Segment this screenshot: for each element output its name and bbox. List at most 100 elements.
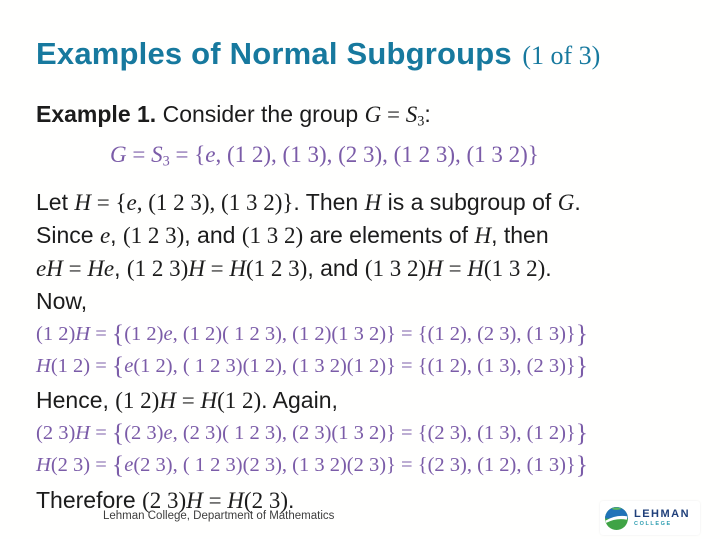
text-segment: e [124,355,134,378]
text-segment: 3 [162,153,170,170]
text-segment: } [575,418,589,448]
text-segment: , and [307,255,365,282]
text-segment: (1 3 2) [241,223,304,249]
text-segment: 3 [417,113,425,130]
text-segment: = { [91,190,127,216]
text-segment: . Again, [261,387,338,414]
text-segment: Therefore [36,487,143,514]
text-segment: } [575,319,589,349]
text-segment: = [62,256,88,282]
text-segment: e [163,422,173,445]
page-title-suffix: (1 of 3) [522,41,601,70]
slide-title-row: Examples of Normal Subgroups (1 of 3) [36,36,700,72]
text-segment: Now, [36,288,88,315]
logo-name-text: LEHMAN [634,507,691,520]
text-segment: , then [491,222,549,249]
text-segment: (1 2) [217,388,262,414]
text-segment: , and [184,222,242,249]
text-line: Therefore (2 3)H = H(2 3). [36,484,710,517]
text-segment: , (1 2 3), (1 3 2)} [136,190,294,216]
text-segment: H [74,190,91,216]
text-segment: { [111,450,125,480]
text-segment: H [467,256,484,282]
text-segment: S [405,102,418,127]
text-segment: (1 2) [115,388,160,414]
text-segment: , (1 2)( 1 2 3), (1 2)(1 3 2)} = {(1 2),… [172,323,576,346]
text-segment: e [126,190,137,216]
text-segment: H [364,190,382,216]
text-segment: (2 3), ( 1 2 3)(2 3), (1 3 2)(2 3)} = {(… [133,454,576,477]
text-segment: (2 3) [142,488,187,514]
text-line: H(2 3) = {e(2 3), ( 1 2 3)(2 3), (1 3 2)… [36,449,710,481]
text-segment: H [229,256,246,282]
text-segment: H [75,323,91,346]
text-line: Now, [36,285,710,317]
footer-text: Lehman College, Department of Mathematic… [103,510,335,522]
text-segment: (1 2 3) [245,256,308,282]
text-segment: . Then [293,189,365,216]
text-segment: (2 3) [243,488,288,514]
globe-icon [604,506,629,531]
text-segment: = [126,141,152,167]
text-segment: = [175,388,201,414]
text-segment: { [111,418,125,448]
text-segment: He [87,256,115,282]
text-segment: (2 3) [36,422,76,445]
text-segment: (2 3) [124,422,164,445]
text-line: Since e, (1 2 3), and (1 3 2) are elemen… [36,219,710,252]
text-segment: = [202,488,228,514]
text-segment: H [426,256,443,282]
page-title: Examples of Normal Subgroups [36,36,512,71]
text-segment: H [186,488,203,514]
text-segment: { [111,319,125,349]
text-segment: (1 3 2) [483,256,546,282]
text-segment: G [110,141,127,167]
text-segment: . [288,487,295,514]
text-segment: . [574,189,581,216]
text-line: eH = He, (1 2 3)H = H(1 2 3), and (1 3 2… [36,252,710,285]
text-segment: . [545,255,552,282]
text-segment: Example 1. [36,101,157,127]
text-segment: = [90,422,112,445]
text-segment: , [114,255,127,282]
text-segment: (1 2) = [50,355,112,378]
text-segment: eH [36,256,63,282]
text-segment: (1 2), ( 1 2 3)(1 2), (1 3 2)(1 2)} = {(… [133,355,576,378]
text-segment: e [205,141,216,167]
text-segment: : [424,101,431,127]
text-segment: { [111,351,125,381]
text-line: Hence, (1 2)H = H(1 2). Again, [36,384,710,417]
text-segment: (1 2) [124,323,164,346]
text-segment: (2 3) = [50,454,112,477]
text-segment: H [200,388,218,414]
text-segment: H [75,422,91,445]
text-segment: (1 2) [36,323,76,346]
text-segment: Since [36,222,100,249]
text-segment: Consider the group [156,101,365,127]
text-line: G = S3 = {e, (1 2), (1 3), (2 3), (1 2 3… [36,138,710,178]
text-segment: is a subgroup of [381,189,558,216]
text-segment: } [575,351,589,381]
text-line: Example 1. Consider the group G = S3: [36,98,710,138]
text-segment: H [36,355,51,378]
text-segment: G [557,190,575,216]
text-segment: e [163,323,173,346]
text-segment: e [124,454,134,477]
text-segment: are elements of [303,222,475,249]
text-segment: H [36,454,51,477]
logo-wordmark: LEHMAN COLLEGE [634,507,691,528]
text-line: (2 3)H = {(2 3)e, (2 3)( 1 2 3), (2 3)(1… [36,417,710,449]
text-segment: Let [36,189,75,216]
text-segment: = [381,102,406,127]
lehman-logo: LEHMAN COLLEGE [600,501,700,535]
text-segment: S [151,141,163,167]
text-segment: (1 2 3) [126,256,189,282]
text-line: H(1 2) = {e(1 2), ( 1 2 3)(1 2), (1 3 2)… [36,350,710,382]
text-segment: H [474,223,492,249]
text-segment: = { [169,141,206,167]
slide-body: Example 1. Consider the group G = S3: G =… [36,98,710,517]
text-segment: = [90,323,112,346]
text-line: (1 2)H = {(1 2)e, (1 2)( 1 2 3), (1 2)(1… [36,318,710,350]
logo-sub-text: COLLEGE [634,520,672,527]
